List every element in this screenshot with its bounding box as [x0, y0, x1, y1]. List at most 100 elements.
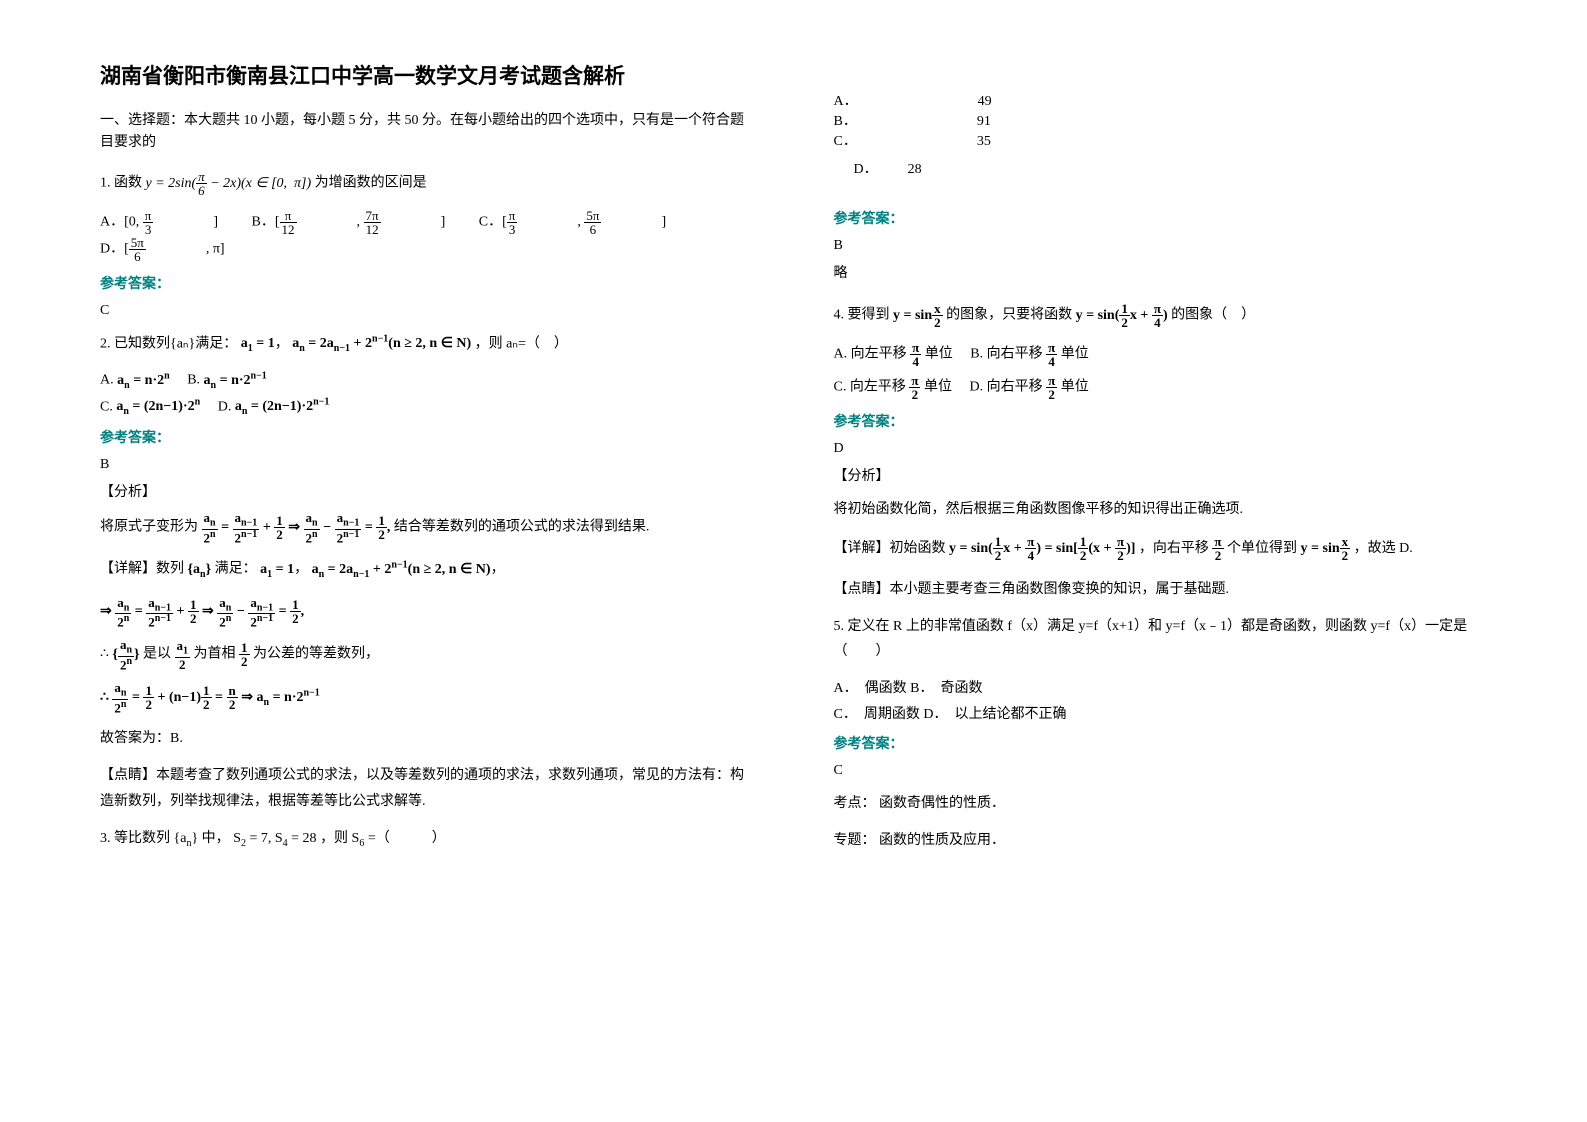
- question-1: 1. 函数 y = 2sin(π6 − 2x)(x ∈ [0, π]) 为增函数…: [100, 170, 754, 197]
- q4-suffix: 的图象（ ）: [1171, 308, 1255, 323]
- q4-analysis-label: 【分析】: [834, 465, 1488, 485]
- q2-options-row2: C. an = (2n−1)·2n D. an = (2n−1)·2n−1: [100, 397, 754, 417]
- left-column: 湖南省衡阳市衡南县江口中学高一数学文月考试题含解析 一、选择题：本大题共 10 …: [0, 0, 794, 1122]
- q4-d-f: y = sin(12x + π4) = sin[12(x + π2)]: [949, 541, 1135, 556]
- section-header: 一、选择题：本大题共 10 小题，每小题 5 分，共 50 分。在每小题给出的四…: [100, 110, 754, 155]
- q2-d-lbl: D.: [218, 399, 232, 414]
- q2-detail-c1: a1 = 1: [260, 562, 294, 577]
- q1-formula: y = 2sin(π6 − 2x)(x ∈ [0, π]): [146, 176, 315, 191]
- q4-opt-b: B. 向右平移 π4 单位: [970, 347, 1088, 362]
- q2-l2-mid2: 为首相: [194, 647, 236, 662]
- q3-opt-a: A．49: [834, 90, 1112, 110]
- q3-opt-d: D．28: [854, 158, 952, 178]
- q4-f2: y = sin(12x + π4): [1076, 308, 1168, 323]
- q4-answer: D: [834, 441, 1488, 457]
- q5-subj-val: 函数的性质及应用．: [879, 833, 1005, 848]
- q2-detail-label: 【详解】数列: [100, 562, 184, 577]
- q5-topic: 考点： 函数奇偶性的性质．: [834, 791, 1488, 816]
- q2-opt-c: an = (2n−1)·2n: [116, 399, 200, 414]
- q1-suffix: 为增函数的区间是: [315, 176, 427, 191]
- q3-suffix: ，则 S6 =（ ）: [320, 831, 446, 846]
- q4-opt-c: C. 向左平移 π2 单位: [834, 380, 952, 395]
- q2-opt-b: an = n·2n−1: [204, 373, 267, 388]
- q1-options: A．[0, π3] B．[π12, 7π12] C．[π3, 5π6] D．[5…: [100, 209, 754, 263]
- q2-b-lbl: B.: [187, 373, 200, 388]
- q3-answer: B: [834, 238, 1488, 254]
- q1-opt-c: C．[π3, 5π6]: [479, 209, 666, 236]
- q4-row1: A. 向左平移 π4 单位 B. 向右平移 π4 单位: [834, 341, 1488, 368]
- q4-answer-label: 参考答案：: [834, 411, 1488, 431]
- q5-subj: 专题： 函数的性质及应用．: [834, 828, 1488, 853]
- q5-answer-label: 参考答案：: [834, 733, 1488, 753]
- q2-cond1: a1 = 1: [241, 336, 275, 351]
- q2-detail: 【详解】数列 {an} 满足： a1 = 1， an = 2an−1 + 2n−…: [100, 554, 754, 585]
- q5-answer: C: [834, 763, 1488, 779]
- q2-answer-label: 参考答案：: [100, 427, 754, 447]
- q5-opt-b: B． 奇函数: [910, 681, 982, 696]
- q2-analysis-label: 【分析】: [100, 481, 754, 501]
- q2-opt-a: an = n·2n: [117, 373, 170, 388]
- q4-detail: 【详解】初始函数 y = sin(12x + π4) = sin[12(x + …: [834, 534, 1488, 565]
- q2-opt-d: an = (2n−1)·2n−1: [235, 399, 330, 414]
- q3-opt-c: C．35: [834, 130, 1111, 150]
- q5-topic-val: 函数奇偶性的性质．: [879, 796, 1005, 811]
- q5-topic-lbl: 考点：: [834, 796, 876, 811]
- q2-answer: B: [100, 457, 754, 473]
- q5-row1: A． 偶函数 B． 奇函数: [834, 677, 1488, 697]
- document-title: 湖南省衡阳市衡南县江口中学高一数学文月考试题含解析: [100, 60, 754, 90]
- q5-opt-d: D． 以上结论都不正确: [923, 707, 1066, 722]
- q1-opt-d: D．[5π6, π]: [100, 236, 225, 263]
- q4-opt-d: D. 向右平移 π2 单位: [969, 380, 1088, 395]
- q1-opt-b: B．[π12, 7π12]: [252, 209, 446, 236]
- q2-conclusion: 故答案为：B.: [100, 726, 754, 751]
- q4-mid: 的图象，只要将函数: [946, 308, 1072, 323]
- q2-l2-seq: {an2n}: [112, 647, 139, 662]
- q5-opt-a: A． 偶函数: [834, 681, 907, 696]
- q1-prefix: 1. 函数: [100, 176, 142, 191]
- q2-detail-c2: an = 2an−1 + 2n−1(n ≥ 2, n ∈ N): [312, 562, 491, 577]
- q4-d-prefix: 【详解】初始函数: [834, 541, 946, 556]
- q3-prefix: 3. 等比数列: [100, 831, 170, 846]
- q2-l2-first: a12: [175, 647, 191, 662]
- q4-comment: 【点睛】本小题主要考查三角函数图像变换的知识，属于基础题.: [834, 577, 1488, 602]
- q2-a1-prefix: 将原式子变形为: [100, 520, 198, 535]
- q2-prefix: 2. 已知数列{aₙ}满足：: [100, 336, 237, 351]
- q2-a1-formula: an2n = an−12n−1 + 12 ⇒ an2n − an−12n−1 =…: [202, 520, 394, 535]
- q3-seq: {an}: [174, 831, 199, 846]
- q1-answer: C: [100, 303, 754, 319]
- q4-d-mid2: 个单位得到: [1227, 541, 1297, 556]
- q4-d-suffix: ，故选 D.: [1354, 541, 1413, 556]
- q4-f1: y = sinx2: [893, 308, 943, 323]
- question-4: 4. 要得到 y = sinx2 的图象，只要将函数 y = sin(12x +…: [834, 302, 1488, 329]
- q2-detail-seq: {an}: [188, 562, 212, 577]
- q4-analysis: 将初始函数化简，然后根据三角函数图像平移的知识得出正确选项.: [834, 497, 1488, 522]
- q2-a1-suffix: 结合等差数列的通项公式的求法得到结果.: [394, 520, 650, 535]
- q2-l2-diff: 12: [239, 647, 250, 662]
- q2-a-lbl: A.: [100, 373, 114, 388]
- q2-comment: 【点睛】本题考查了数列通项公式的求法，以及等差数列的通项的求法，求数列通项，常见…: [100, 763, 754, 813]
- q4-d-result: y = sinx2: [1301, 541, 1351, 556]
- question-3: 3. 等比数列 {an} 中， S2 = 7, S4 = 28 ，则 S6 =（…: [100, 826, 754, 853]
- q5-opt-c: C． 周期函数: [834, 707, 920, 722]
- q4-row2: C. 向左平移 π2 单位 D. 向右平移 π2 单位: [834, 374, 1488, 401]
- q2-line2: ∴ {an2n} 是以 a12 为首相 12 为公差的等差数列，: [100, 638, 754, 671]
- q3-answer-label: 参考答案：: [834, 208, 1488, 228]
- q3-mid: 中，: [202, 831, 230, 846]
- q2-detail-text: 满足：: [215, 562, 257, 577]
- q2-line3: ∴ an2n = 12 + (n−1)12 = n2 ⇒ an = n·2n−1: [100, 681, 754, 714]
- q1-opt-a: A．[0, π3]: [100, 209, 218, 236]
- question-2: 2. 已知数列{aₙ}满足： a1 = 1， an = 2an−1 + 2n−1…: [100, 331, 754, 358]
- q3-cond: S2 = 7, S4 = 28: [233, 831, 316, 846]
- q2-cond2: an = 2an−1 + 2n−1(n ≥ 2, n ∈ N): [292, 336, 471, 351]
- q4-d-shift: π2: [1212, 541, 1223, 556]
- q2-c-lbl: C.: [100, 399, 113, 414]
- q1-answer-label: 参考答案：: [100, 273, 754, 293]
- q2-suffix: ，则 aₙ=（ ）: [475, 336, 568, 351]
- q4-prefix: 4. 要得到: [834, 308, 890, 323]
- q4-d-mid: ，向右平移: [1139, 541, 1209, 556]
- q2-analysis-1: 将原式子变形为 an2n = an−12n−1 + 12 ⇒ an2n − an…: [100, 511, 754, 544]
- q3-note: 略: [834, 262, 1488, 282]
- q2-options-row1: A. an = n·2n B. an = n·2n−1: [100, 370, 754, 390]
- q3-options: A．49 B．91 C．35: [834, 90, 1488, 150]
- q3-opt-b: B．91: [834, 110, 1111, 130]
